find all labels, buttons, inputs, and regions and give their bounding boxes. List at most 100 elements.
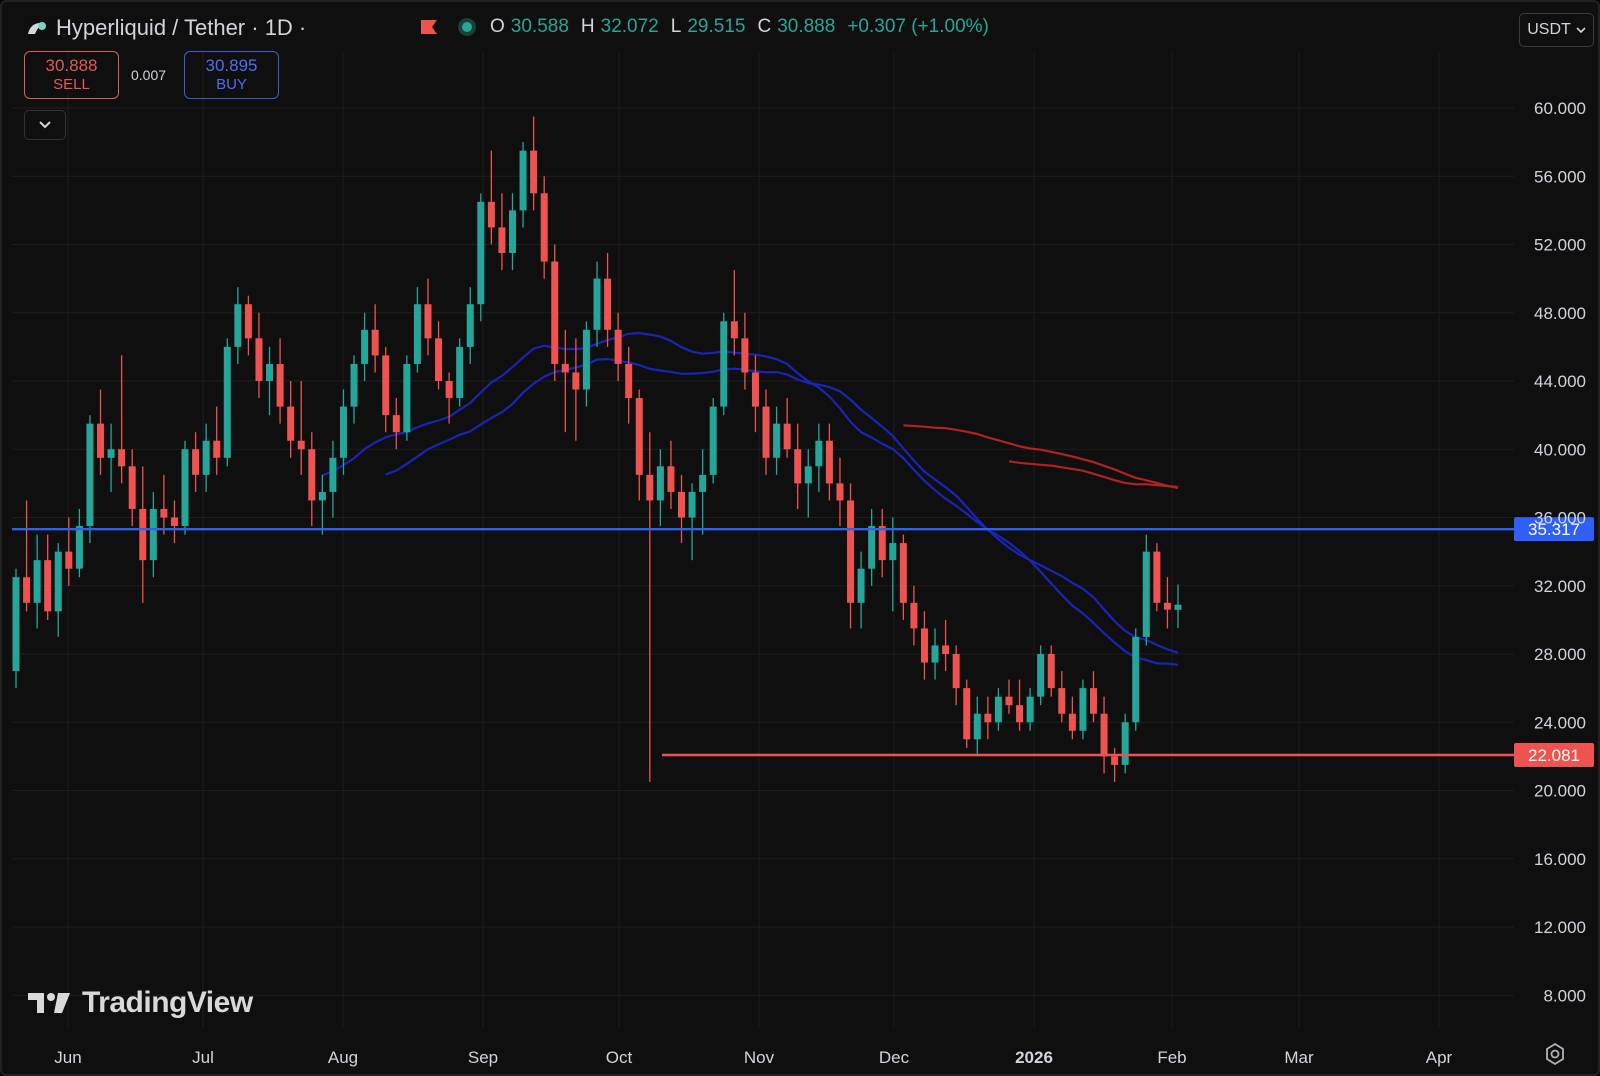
candle-body <box>920 628 928 663</box>
candle <box>392 398 400 450</box>
candle-body <box>1079 688 1087 731</box>
candle <box>1163 577 1171 629</box>
candle-body <box>1153 551 1161 603</box>
candle <box>994 688 1002 731</box>
horizontal-levels: 35.317 22.081 <box>12 517 1594 767</box>
candle-body <box>1068 713 1076 731</box>
candle <box>1142 534 1150 646</box>
candle-body <box>181 449 189 527</box>
candle-body <box>266 363 274 381</box>
candle <box>361 312 369 381</box>
candle <box>804 449 812 518</box>
candle-body <box>276 363 284 407</box>
candle <box>625 346 633 424</box>
candle <box>244 295 252 356</box>
candle <box>963 679 971 748</box>
candle <box>973 696 981 757</box>
candle <box>646 432 654 782</box>
candle-body <box>762 406 770 458</box>
price-tick-label: 40.000 <box>1534 440 1586 459</box>
candle-body <box>128 466 136 509</box>
candle <box>582 321 590 407</box>
candle <box>339 389 347 475</box>
candle-body <box>23 577 31 603</box>
candle-body <box>424 304 432 339</box>
candle-body <box>1089 688 1097 714</box>
candle-body <box>466 304 474 347</box>
grid-lines <box>12 52 1514 1028</box>
candle <box>202 423 210 492</box>
candle <box>350 355 358 424</box>
candle <box>836 457 844 527</box>
candle <box>847 483 855 629</box>
candle <box>487 150 495 245</box>
candle <box>794 423 802 509</box>
candle-body <box>498 227 506 254</box>
symbol-header[interactable]: Hyperliquid / Tether · 1D · <box>24 12 306 44</box>
watermark-text: TradingView <box>82 986 253 1019</box>
candle <box>1089 671 1097 723</box>
candle-body <box>1005 696 1013 706</box>
candle <box>65 517 73 586</box>
candle-body <box>65 551 73 569</box>
candle <box>899 534 907 620</box>
candle <box>97 389 105 475</box>
low-value: 29.515 <box>687 16 746 37</box>
candle-body <box>741 338 749 373</box>
candle-body <box>308 449 316 501</box>
candle <box>1016 679 1024 731</box>
candle <box>75 508 83 578</box>
candle-body <box>836 483 844 501</box>
candle <box>931 628 939 680</box>
candle <box>572 338 580 441</box>
candle-body <box>720 321 728 407</box>
candle <box>107 423 115 492</box>
candle <box>1037 645 1045 706</box>
candle-body <box>44 560 52 612</box>
candle-body <box>118 449 126 467</box>
candle <box>118 355 126 484</box>
sell-label: SELL <box>53 76 90 93</box>
candle-body <box>963 688 971 740</box>
candle-body <box>994 696 1002 723</box>
candle-body <box>1037 654 1045 697</box>
candle-body <box>329 457 337 492</box>
candle-body <box>318 491 326 501</box>
collapse-legend-button[interactable] <box>24 110 66 140</box>
candle <box>1132 628 1140 731</box>
candle <box>170 500 178 544</box>
candle-body <box>857 568 865 603</box>
candle-body <box>1016 705 1024 723</box>
symbol-title[interactable]: Hyperliquid / Tether · 1D · <box>56 15 307 40</box>
high-key: H <box>580 16 595 37</box>
buy-button[interactable]: 30.895 BUY <box>184 51 279 99</box>
candle <box>741 312 749 390</box>
candle-body <box>213 440 221 458</box>
candle-body <box>1058 688 1066 714</box>
sell-button[interactable]: 30.888 SELL <box>24 51 119 99</box>
candle <box>192 432 200 492</box>
candle <box>234 287 242 364</box>
candle <box>910 585 918 646</box>
settings-icon[interactable] <box>1543 1042 1567 1066</box>
candle-body <box>604 278 612 330</box>
price-axis: 60.000 56.000 52.000 48.000 44.000 40.000 36.0… <box>1534 99 1586 1005</box>
candle-body <box>646 474 654 501</box>
tradingview-watermark[interactable]: TradingView <box>28 986 253 1020</box>
candle-body <box>1111 756 1119 765</box>
flag-icon[interactable] <box>420 19 438 35</box>
candle-body <box>773 423 781 458</box>
candle <box>23 500 31 612</box>
candle-body <box>1026 696 1034 723</box>
candle <box>12 568 20 689</box>
candle <box>1153 543 1161 612</box>
candle-body <box>931 645 939 663</box>
price-tick-label: 20.000 <box>1534 782 1586 801</box>
candle <box>149 491 157 578</box>
candle-body <box>942 645 950 654</box>
candle <box>593 261 601 347</box>
candle-body <box>297 440 305 450</box>
price-tick-label: 28.000 <box>1534 645 1586 664</box>
currency-selector[interactable]: USDT <box>1519 13 1594 47</box>
